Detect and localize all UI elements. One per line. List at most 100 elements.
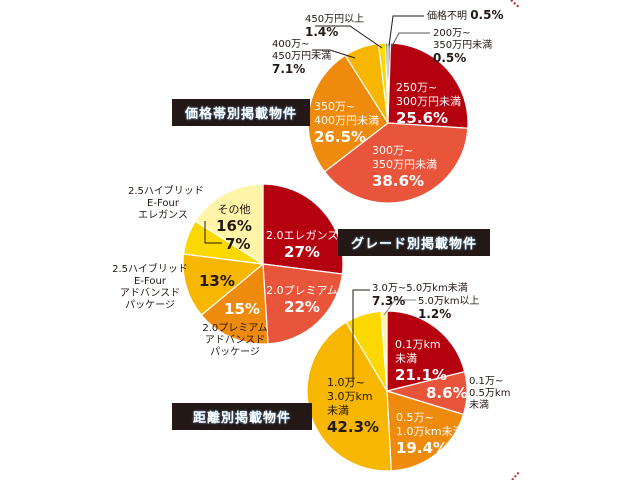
label-text: パッケージ <box>210 347 260 358</box>
label-text: 200万~ <box>433 28 471 39</box>
label-text: 0.1万km <box>395 338 441 351</box>
pie-slice <box>200 262 269 345</box>
label-text: 350万円未満 <box>433 40 493 51</box>
label-dist-01-05: 0.1万~ 0.5万km 未満 <box>469 376 510 412</box>
label-text: 350万円未満 <box>372 158 437 171</box>
label-text: 0.5万~ <box>396 411 434 424</box>
label-text: 未満 <box>395 352 417 365</box>
label-dist-5plus: 5.0万km以上 1.2% <box>418 296 479 321</box>
pie-price <box>307 42 469 204</box>
label-pct: 25.6% <box>396 109 449 127</box>
label-price-unknown: 価格不明 0.5% <box>427 9 503 23</box>
label-grade-premium: 2.0プレミアム 22% <box>265 284 339 316</box>
label-text: 450万円未満 <box>272 51 332 62</box>
label-text: 未満 <box>469 400 489 411</box>
label-text: その他 <box>217 203 251 216</box>
label-text: 5.0万km以上 <box>418 296 480 307</box>
label-pct: 0.5% <box>470 8 504 22</box>
label-pct: 22% <box>284 298 320 316</box>
label-text: 400万~ <box>272 39 310 50</box>
label-pct: 42.3% <box>327 418 380 436</box>
label-pct: 1.2% <box>418 307 452 321</box>
label-price-200-350: 200万~ 350万円未満 0.5% <box>433 28 492 65</box>
label-grade-efour-adv: 2.5ハイブリッド E-Four アドバンスド パッケージ <box>110 264 190 312</box>
label-text: 1.0万km未満 <box>396 425 464 438</box>
label-text: E-Four <box>134 276 166 287</box>
pie-slice <box>262 263 344 345</box>
label-price-450plus: 450万円以上 1.4% <box>305 14 364 39</box>
label-text: 0.5万km <box>469 388 511 399</box>
label-text: 450万円以上 <box>305 14 365 25</box>
pie-slice <box>262 183 344 275</box>
pie-slice <box>323 122 469 204</box>
label-dist-05-10: 0.5万~ 1.0万km未満 19.4% <box>396 411 464 457</box>
label-text: E-Four <box>147 198 179 209</box>
label-text: 250万~ <box>396 81 438 94</box>
pie-slice <box>384 42 389 124</box>
pie-slice <box>182 253 265 316</box>
label-grade-elegance: 2.0エレガンス 27% <box>266 229 338 261</box>
label-text: アドバンスド <box>119 288 181 299</box>
label-text: エレガンス <box>138 210 188 221</box>
label-pct: 1.4% <box>305 25 339 39</box>
pie-slice <box>387 42 469 129</box>
leader-price-200-350 <box>390 32 430 49</box>
label-price-350-400: 350万~ 400万円未満 26.5% <box>314 100 379 146</box>
label-pct: 0.5% <box>433 51 467 65</box>
label-price-400-450: 400万~ 450万円未満 7.1% <box>272 39 331 76</box>
label-dist-10-30: 1.0万~ 3.0万km 未満 42.3% <box>327 376 379 436</box>
label-text: 1.0万~ <box>327 376 365 389</box>
label-pct: 15% <box>224 300 260 318</box>
pie-slice <box>386 390 465 472</box>
leader-grade-efour-elegance <box>204 221 222 244</box>
pie-slice <box>386 310 466 392</box>
label-grade-efour-adv-pct: 13% <box>199 272 235 290</box>
label-grade-premium-adv-pct: 15% <box>222 300 262 318</box>
pie-distance <box>306 310 468 472</box>
leader-dist-3-5 <box>352 289 370 382</box>
label-pct: 26.5% <box>314 128 367 146</box>
title-grade: グレード別掲載物件 <box>338 229 490 256</box>
label-dist-01-05-pct: 8.6% <box>426 384 468 402</box>
label-pct: 27% <box>284 243 320 261</box>
label-price-300-350: 300万~ 350万円未満 38.6% <box>372 144 437 190</box>
label-pct: 19.4% <box>396 439 449 457</box>
label-text: 300万円未満 <box>396 95 461 108</box>
label-text: 2.5ハイブリッド <box>112 264 188 275</box>
label-pct: 16% <box>216 217 252 235</box>
label-text: 3.0万km <box>327 390 373 403</box>
label-pct: 38.6% <box>372 172 425 190</box>
label-text: 価格不明 <box>427 11 467 22</box>
label-dist-under-01: 0.1万km 未満 21.1% <box>395 338 447 384</box>
label-text: 350万~ <box>314 100 356 113</box>
leader-price-unknown <box>388 15 424 47</box>
label-text: 0.1万~ <box>469 376 504 387</box>
label-grade-efour-elegance: 2.5ハイブリッド E-Four エレガンス <box>128 186 204 222</box>
label-text: 2.5ハイブリッド <box>128 186 204 197</box>
label-text: 2.0プレミアム <box>266 284 338 297</box>
label-text: 3.0万~5.0万km未満 <box>372 283 468 294</box>
label-pct: 21.1% <box>395 366 448 384</box>
pie-grade <box>182 183 344 345</box>
label-dist-3-5: 3.0万~5.0万km未満 7.3% <box>372 283 468 308</box>
label-grade-efour-elegance-pct: 7% <box>225 235 250 253</box>
label-text: パッケージ <box>125 300 175 311</box>
pie-slice <box>194 183 264 266</box>
decor-dash-bottom <box>511 471 520 480</box>
label-text: 2.0プレミアム <box>202 323 268 334</box>
leader-lines <box>204 15 430 382</box>
label-pct: 7.3% <box>372 294 406 308</box>
label-text: 300万~ <box>372 144 414 157</box>
leader-price-450plus <box>315 25 383 49</box>
label-price-250-300: 250万~ 300万円未満 25.6% <box>396 81 461 127</box>
label-grade-other: その他 16% <box>212 203 256 235</box>
label-grade-premium-adv: 2.0プレミアム アドバンスド パッケージ <box>195 323 275 359</box>
label-pct: 7% <box>225 235 251 253</box>
label-text: アドバンスド <box>204 335 266 346</box>
leader-dist-5plus <box>383 299 416 316</box>
title-distance: 距離別掲載物件 <box>172 403 312 430</box>
label-pct: 7.1% <box>272 62 306 76</box>
label-pct: 8.6% <box>426 384 468 402</box>
